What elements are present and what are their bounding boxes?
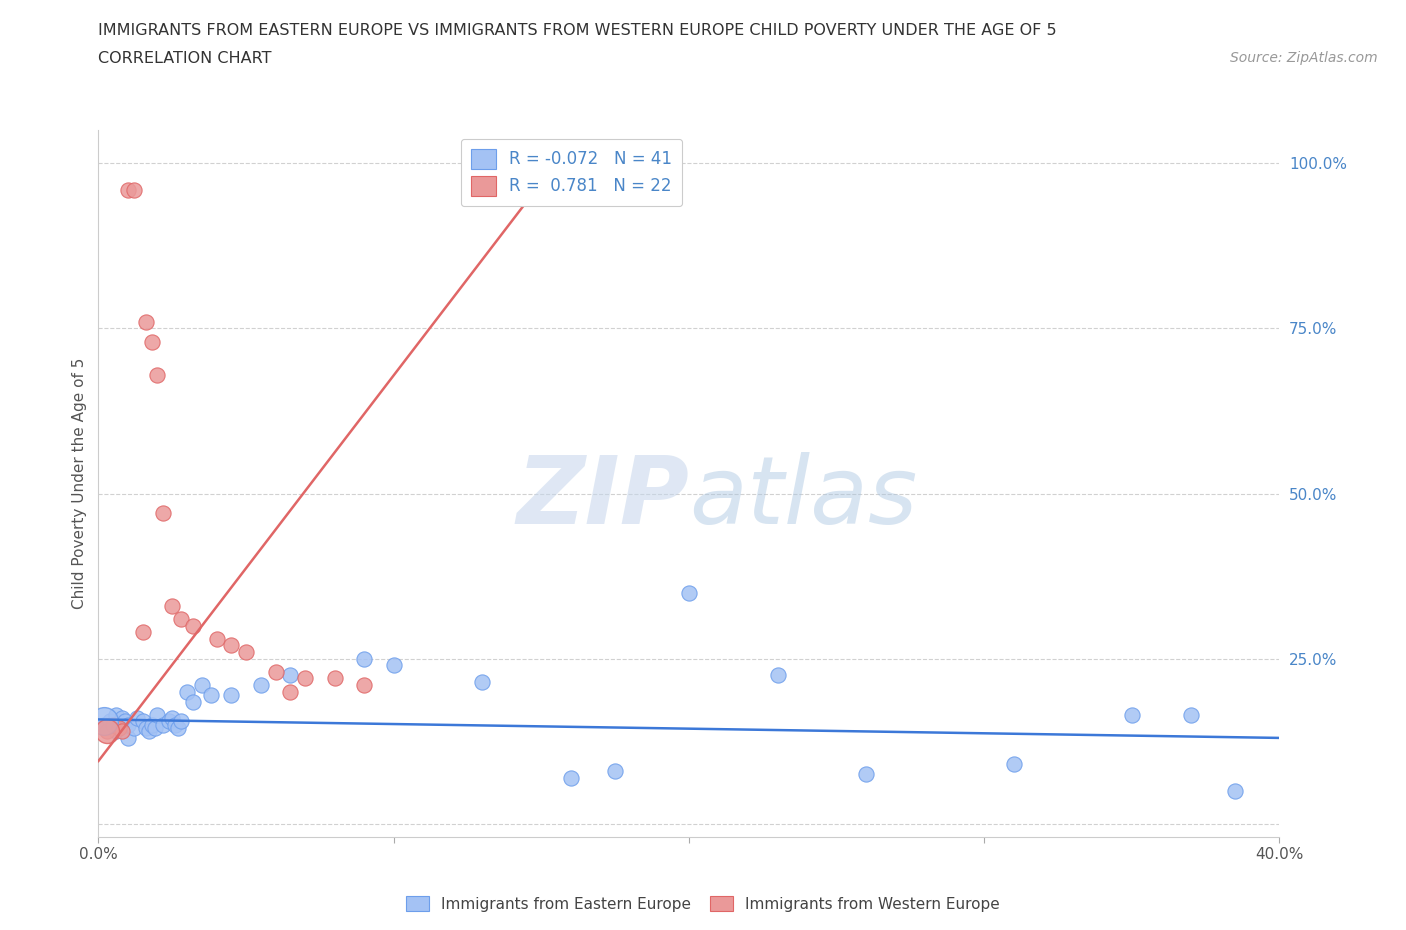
Point <box>219 638 242 653</box>
Point <box>1121 708 1143 723</box>
Y-axis label: Child Poverty Under the Age of 5: Child Poverty Under the Age of 5 <box>72 358 87 609</box>
Point <box>382 658 405 672</box>
Point <box>323 671 346 686</box>
Point <box>111 724 134 738</box>
Point <box>165 717 187 732</box>
Point <box>138 724 160 738</box>
Point <box>117 717 139 732</box>
Point <box>181 618 204 633</box>
Point <box>135 314 157 329</box>
Point <box>200 687 222 702</box>
Point <box>93 714 115 729</box>
Point <box>1002 757 1025 772</box>
Point <box>108 721 131 736</box>
Point <box>96 724 118 738</box>
Text: ZIP: ZIP <box>516 452 689 544</box>
Point <box>278 668 302 683</box>
Point <box>122 721 145 736</box>
Point <box>278 684 302 699</box>
Point <box>111 711 134 725</box>
Point <box>170 612 193 627</box>
Point <box>141 717 163 732</box>
Point <box>132 625 155 640</box>
Point <box>250 678 273 693</box>
Point <box>117 730 139 745</box>
Point <box>152 717 174 732</box>
Point <box>93 717 115 732</box>
Point <box>294 671 316 686</box>
Point <box>1180 708 1202 723</box>
Point <box>117 182 139 197</box>
Point <box>125 711 148 725</box>
Point <box>132 714 155 729</box>
Point <box>605 764 627 778</box>
Point <box>176 684 198 699</box>
Point <box>264 664 287 679</box>
Point <box>141 334 163 349</box>
Point <box>1223 783 1246 798</box>
Point <box>157 714 180 729</box>
Point <box>678 585 700 600</box>
Point <box>219 687 242 702</box>
Point <box>162 711 183 725</box>
Point <box>103 717 125 732</box>
Point <box>122 182 145 197</box>
Point <box>560 770 582 785</box>
Legend: Immigrants from Eastern Europe, Immigrants from Western Europe: Immigrants from Eastern Europe, Immigran… <box>401 889 1005 918</box>
Point <box>167 721 190 736</box>
Point <box>146 708 169 723</box>
Point <box>170 714 193 729</box>
Point <box>98 714 121 729</box>
Point <box>105 724 128 738</box>
Text: IMMIGRANTS FROM EASTERN EUROPE VS IMMIGRANTS FROM WESTERN EUROPE CHILD POVERTY U: IMMIGRANTS FROM EASTERN EUROPE VS IMMIGR… <box>98 23 1057 38</box>
Text: Source: ZipAtlas.com: Source: ZipAtlas.com <box>1230 51 1378 65</box>
Point <box>135 721 157 736</box>
Point <box>471 674 494 689</box>
Point <box>162 598 183 613</box>
Point <box>766 668 789 683</box>
Point <box>105 708 128 723</box>
Point <box>353 651 375 666</box>
Point <box>855 767 877 782</box>
Point <box>235 644 257 659</box>
Point <box>96 724 118 738</box>
Point <box>191 678 214 693</box>
Point <box>181 694 204 709</box>
Text: CORRELATION CHART: CORRELATION CHART <box>98 51 271 66</box>
Point <box>114 714 136 729</box>
Point <box>152 506 174 521</box>
Point <box>146 367 169 382</box>
Text: atlas: atlas <box>689 452 917 543</box>
Point <box>205 631 228 646</box>
Point <box>143 721 166 736</box>
Legend: R = -0.072   N = 41, R =  0.781   N = 22: R = -0.072 N = 41, R = 0.781 N = 22 <box>461 139 682 206</box>
Point <box>353 678 375 693</box>
